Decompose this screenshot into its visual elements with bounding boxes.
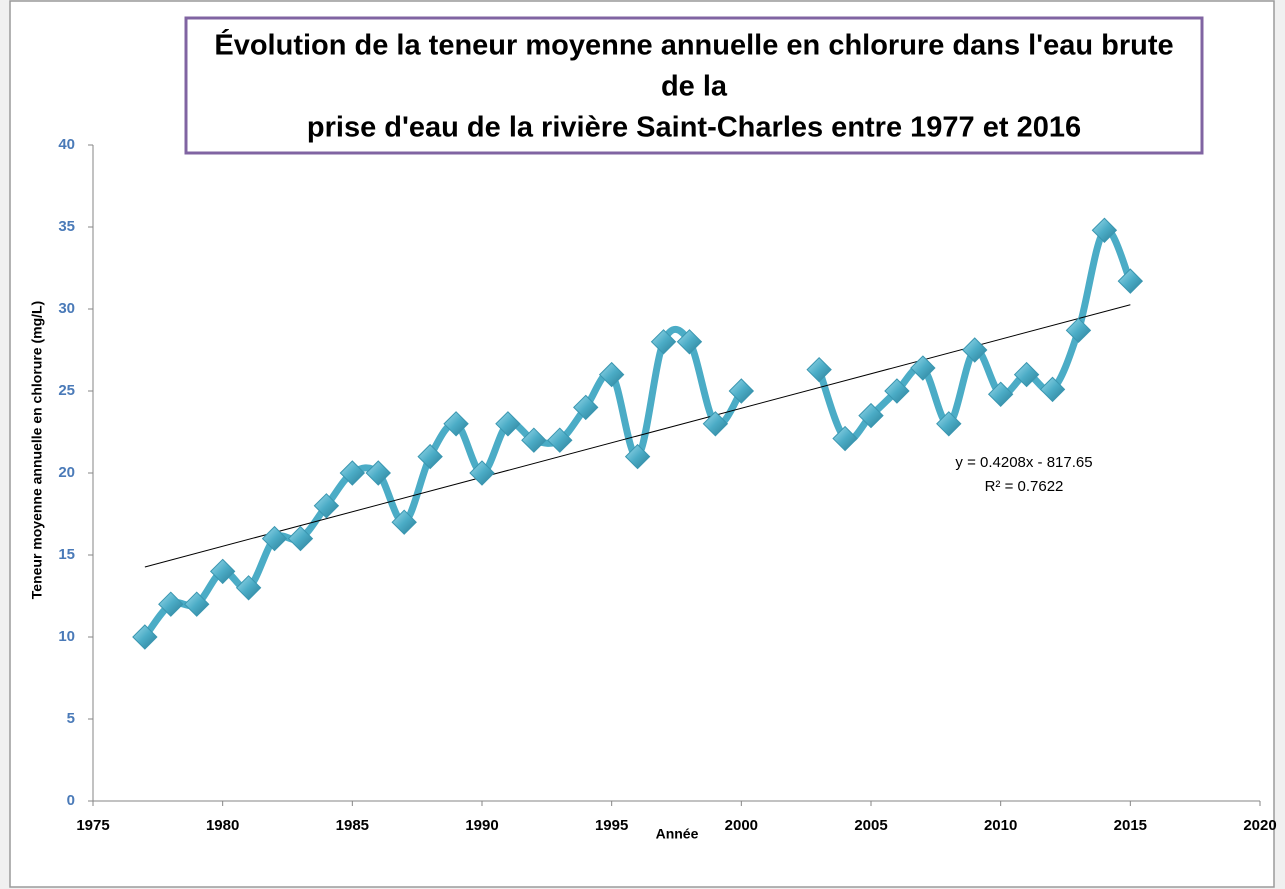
data-marker bbox=[235, 575, 262, 601]
x-tick-label: 2020 bbox=[1243, 817, 1276, 834]
data-marker bbox=[261, 525, 288, 552]
y-tick-label: 35 bbox=[58, 218, 75, 235]
data-marker bbox=[1117, 268, 1144, 294]
data-marker bbox=[184, 591, 210, 617]
data-marker bbox=[313, 493, 340, 519]
data-marker bbox=[573, 394, 599, 421]
y-tick-label: 15 bbox=[58, 546, 75, 563]
data-marker bbox=[702, 411, 729, 437]
x-tick-label: 2010 bbox=[984, 817, 1017, 834]
data-marker bbox=[910, 355, 936, 381]
y-tick-label: 20 bbox=[58, 464, 75, 481]
y-tick-label: 0 bbox=[67, 792, 75, 809]
x-tick-label: 2000 bbox=[725, 817, 758, 834]
y-tick-label: 25 bbox=[58, 382, 75, 399]
data-marker bbox=[495, 411, 521, 437]
data-marker bbox=[469, 460, 495, 486]
data-marker bbox=[832, 425, 858, 452]
data-marker bbox=[158, 591, 184, 617]
data-marker bbox=[624, 443, 651, 470]
data-marker bbox=[132, 624, 158, 650]
chart-title: prise d'eau de la rivière Saint-Charles … bbox=[307, 112, 1081, 144]
data-marker bbox=[1013, 361, 1040, 388]
data-marker bbox=[676, 329, 703, 355]
x-tick-label: 1990 bbox=[465, 817, 498, 834]
trendline-r2: R² = 0.7622 bbox=[985, 478, 1064, 495]
y-axis-label: Teneur moyenne annuelle en chlorure (mg/… bbox=[29, 301, 45, 599]
x-tick-label: 1980 bbox=[206, 817, 239, 834]
data-marker bbox=[547, 427, 573, 453]
trendline-equation: y = 0.4208x - 817.65 bbox=[955, 454, 1092, 471]
data-marker bbox=[1065, 317, 1092, 344]
x-tick-label: 2005 bbox=[854, 817, 887, 834]
data-marker bbox=[365, 460, 391, 486]
data-marker bbox=[728, 378, 755, 404]
data-marker bbox=[884, 378, 910, 404]
data-marker bbox=[443, 411, 469, 437]
x-tick-label: 2015 bbox=[1114, 817, 1147, 834]
data-marker bbox=[391, 509, 417, 535]
data-marker bbox=[936, 411, 962, 437]
x-tick-label: 1995 bbox=[595, 817, 628, 834]
title-box bbox=[184, 16, 1204, 155]
y-tick-label: 40 bbox=[58, 136, 75, 153]
data-marker bbox=[962, 337, 988, 363]
x-axis-label: Année bbox=[656, 826, 699, 842]
data-marker bbox=[521, 427, 547, 453]
chart-title: de la bbox=[661, 71, 728, 103]
data-marker bbox=[598, 361, 625, 388]
y-tick-label: 30 bbox=[58, 300, 75, 317]
data-marker bbox=[858, 402, 884, 429]
data-marker bbox=[417, 443, 443, 470]
data-marker bbox=[339, 460, 366, 486]
y-tick-label: 10 bbox=[58, 628, 75, 645]
data-marker bbox=[209, 558, 236, 585]
data-marker bbox=[806, 356, 832, 383]
x-tick-label: 1985 bbox=[336, 817, 369, 834]
data-marker bbox=[287, 525, 314, 552]
x-tick-label: 1975 bbox=[76, 817, 109, 834]
data-marker bbox=[1039, 376, 1066, 403]
data-marker bbox=[650, 329, 677, 355]
chart-title: Évolution de la teneur moyenne annuelle … bbox=[214, 28, 1173, 62]
data-marker bbox=[1091, 217, 1118, 243]
data-marker bbox=[987, 381, 1014, 407]
y-tick-label: 5 bbox=[67, 710, 75, 727]
